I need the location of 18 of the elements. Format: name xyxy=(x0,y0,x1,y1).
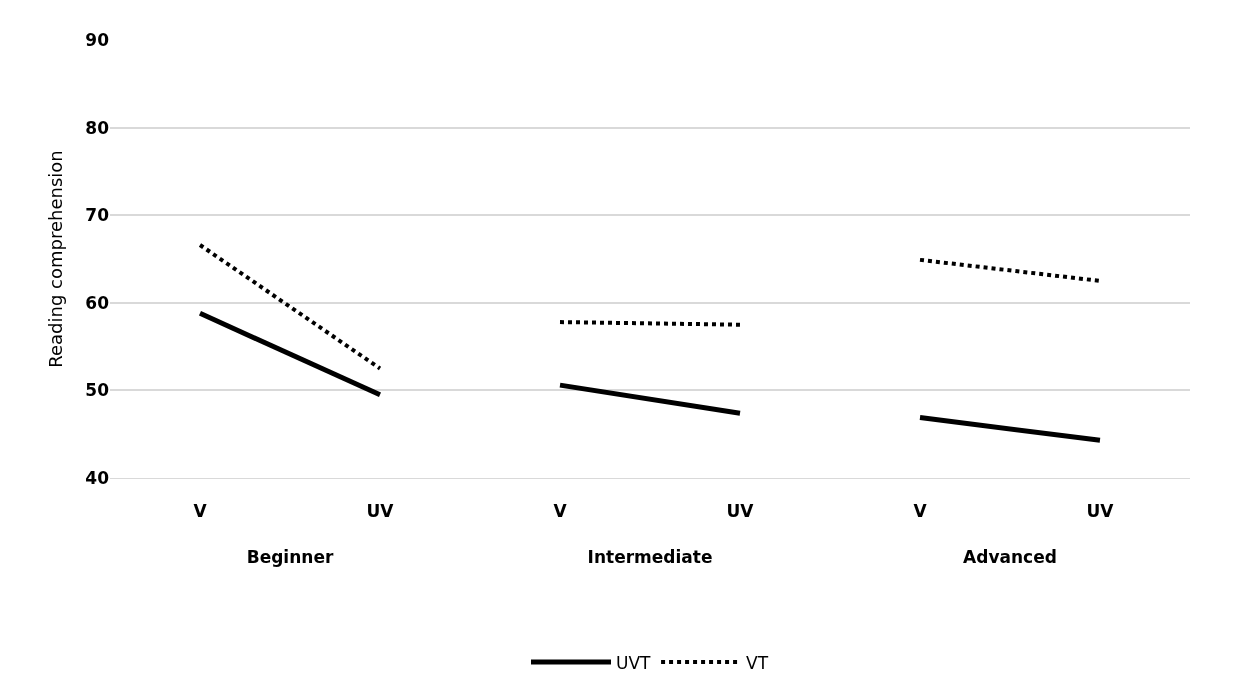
y-tick-label: 70 xyxy=(85,205,110,226)
y-tick-label: 60 xyxy=(85,292,110,313)
y-tick-label: 50 xyxy=(85,380,110,401)
y-axis-title: Reading comprehension xyxy=(44,150,66,368)
x-tick-label: V xyxy=(193,501,208,522)
y-tick-label: 80 xyxy=(85,117,110,138)
x-tick-label: V xyxy=(553,501,568,522)
y-tick-label: 90 xyxy=(85,29,110,50)
x-tick-label: UV xyxy=(726,501,755,522)
x-axis-title: Beginner xyxy=(246,546,334,567)
x-tick-label: V xyxy=(913,501,928,522)
x-tick-label: UV xyxy=(1086,501,1115,522)
x-axis-title: Advanced xyxy=(963,546,1057,567)
y-tick-label: 40 xyxy=(85,467,110,488)
x-axis-title: Intermediate xyxy=(587,546,713,567)
legend-label: VT xyxy=(746,652,769,673)
x-tick-label: UV xyxy=(366,501,395,522)
legend-label: UVT xyxy=(616,652,652,673)
